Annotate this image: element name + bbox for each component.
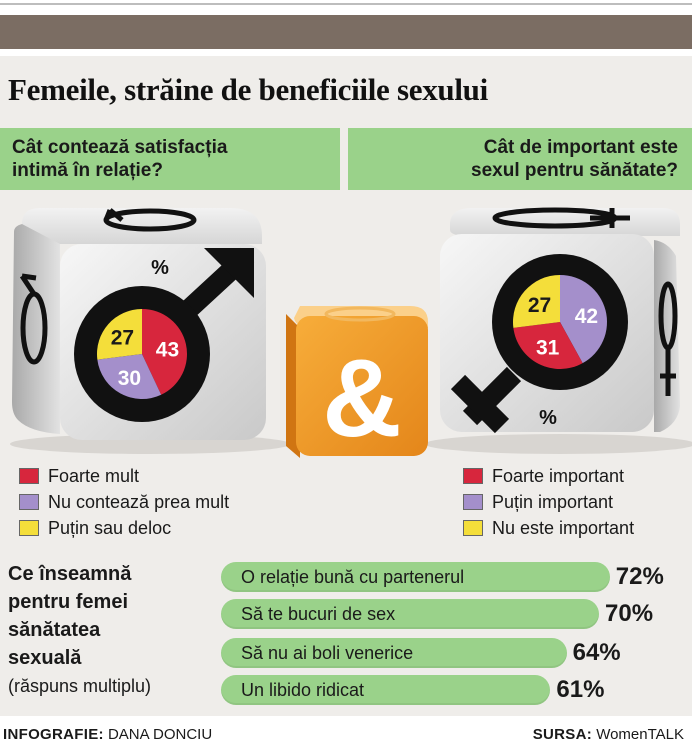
pie-chart-right: 42 31 27 [513,275,607,369]
legend-item: Nu contează prea mult [19,489,229,515]
bar-category-label: Un libido ridicat [241,680,365,700]
footer-source: SURSA: WomenTALK [533,726,684,743]
pie-left-slice-0 [142,309,187,395]
legend-swatch [463,520,483,536]
infographic-title: Femeile, străine de beneficiile sexului [8,72,488,107]
source-label: SURSA: [532,726,593,743]
legend-label: Puțin important [492,491,614,512]
footer: INFOGRAFIE: DANA DONCIU SURSA: WomenTALK [0,720,692,750]
credit-label: INFOGRAFIE: [3,726,104,743]
legend-label: Foarte mult [48,465,140,486]
legend-swatch [19,468,39,484]
pie-left-label-0: 43 [156,338,179,361]
pie-right-label-1: 42 [575,305,598,328]
legend-swatch [19,494,39,510]
question-right-box: Cât de important este sexul pentru sănăt… [348,128,692,190]
bar-value-label: 70% [605,600,654,627]
pie-right-slice-2 [513,275,560,328]
question-right: Cât de important este sexul pentru sănăt… [471,137,678,181]
legend-right: Foarte important Puțin important Nu este i… [463,463,634,541]
pie-right-slice-0 [513,322,583,369]
legend-item: Puțin sau deloc [19,515,229,541]
legend-label: Puțin sau deloc [48,517,172,538]
legend-swatch [19,520,39,536]
legend-swatch [463,494,483,510]
pie-chart-left: 43 30 27 [96,309,187,399]
question-left: Cât contează satisfacția intimă în relaț… [12,137,228,181]
bar: Un libido ridicat [221,675,551,705]
pie-left-unit: % [151,257,169,279]
dice-scene: % 43 30 27 & % 42 31 27 [10,207,692,458]
question-left-box: Cât contează satisfacția intimă în relaț… [0,128,340,190]
bar: O relație bună cu partenerul [221,562,610,592]
legend-item: Foarte important [463,463,634,489]
bar-category-label: O relație bună cu partenerul [241,567,465,587]
legend-item: Puțin important [463,489,634,515]
legend-label: Nu contează prea mult [48,491,230,512]
bar-category-label: Să nu ai boli venerice [241,643,414,663]
die-center: & [286,306,428,458]
pie-right-label-2: 27 [528,294,551,317]
pie-left-label-2: 27 [111,327,134,350]
source-name: WomenTALK [596,726,684,743]
header-band [0,15,692,49]
pie-right-label-0: 31 [536,336,560,359]
pie-left-label-1: 30 [118,367,141,390]
footer-credit: INFOGRAFIE: DANA DONCIU [3,726,212,743]
credit-name: DANA DONCIU [107,726,213,743]
bottom-subtitle: (răspuns multiplu) [8,676,152,696]
legend-item: Foarte mult [19,463,229,489]
pie-left-slice-2 [96,309,142,360]
bottom-question: Ce înseamnă pentru femei sănătatea sexua… [8,563,132,669]
pie-right-unit: % [539,407,557,429]
legend-swatch [463,468,483,484]
bar: Să nu ai boli venerice [221,638,567,668]
bar-value-label: 72% [615,563,664,590]
legend-item: Nu este important [463,515,634,541]
pie-left-slice-1 [97,354,162,399]
bar: Să te bucuri de sex [221,599,599,629]
pie-right-slice-1 [560,275,607,364]
bar-value-label: 64% [572,639,621,666]
bar-value-label: 61% [556,676,605,703]
top-rule [0,3,692,5]
legend-label: Nu este important [492,517,635,538]
ampersand-symbol: & [322,337,401,458]
shadow-right [425,434,692,454]
bar-category-label: Să te bucuri de sex [241,604,396,624]
bottom-section: Ce înseamnă pentru femei sănătatea sexua… [0,556,692,714]
legend-left: Foarte mult Nu contează prea mult Puțin sa… [19,463,229,541]
legend-label: Foarte important [492,465,625,486]
